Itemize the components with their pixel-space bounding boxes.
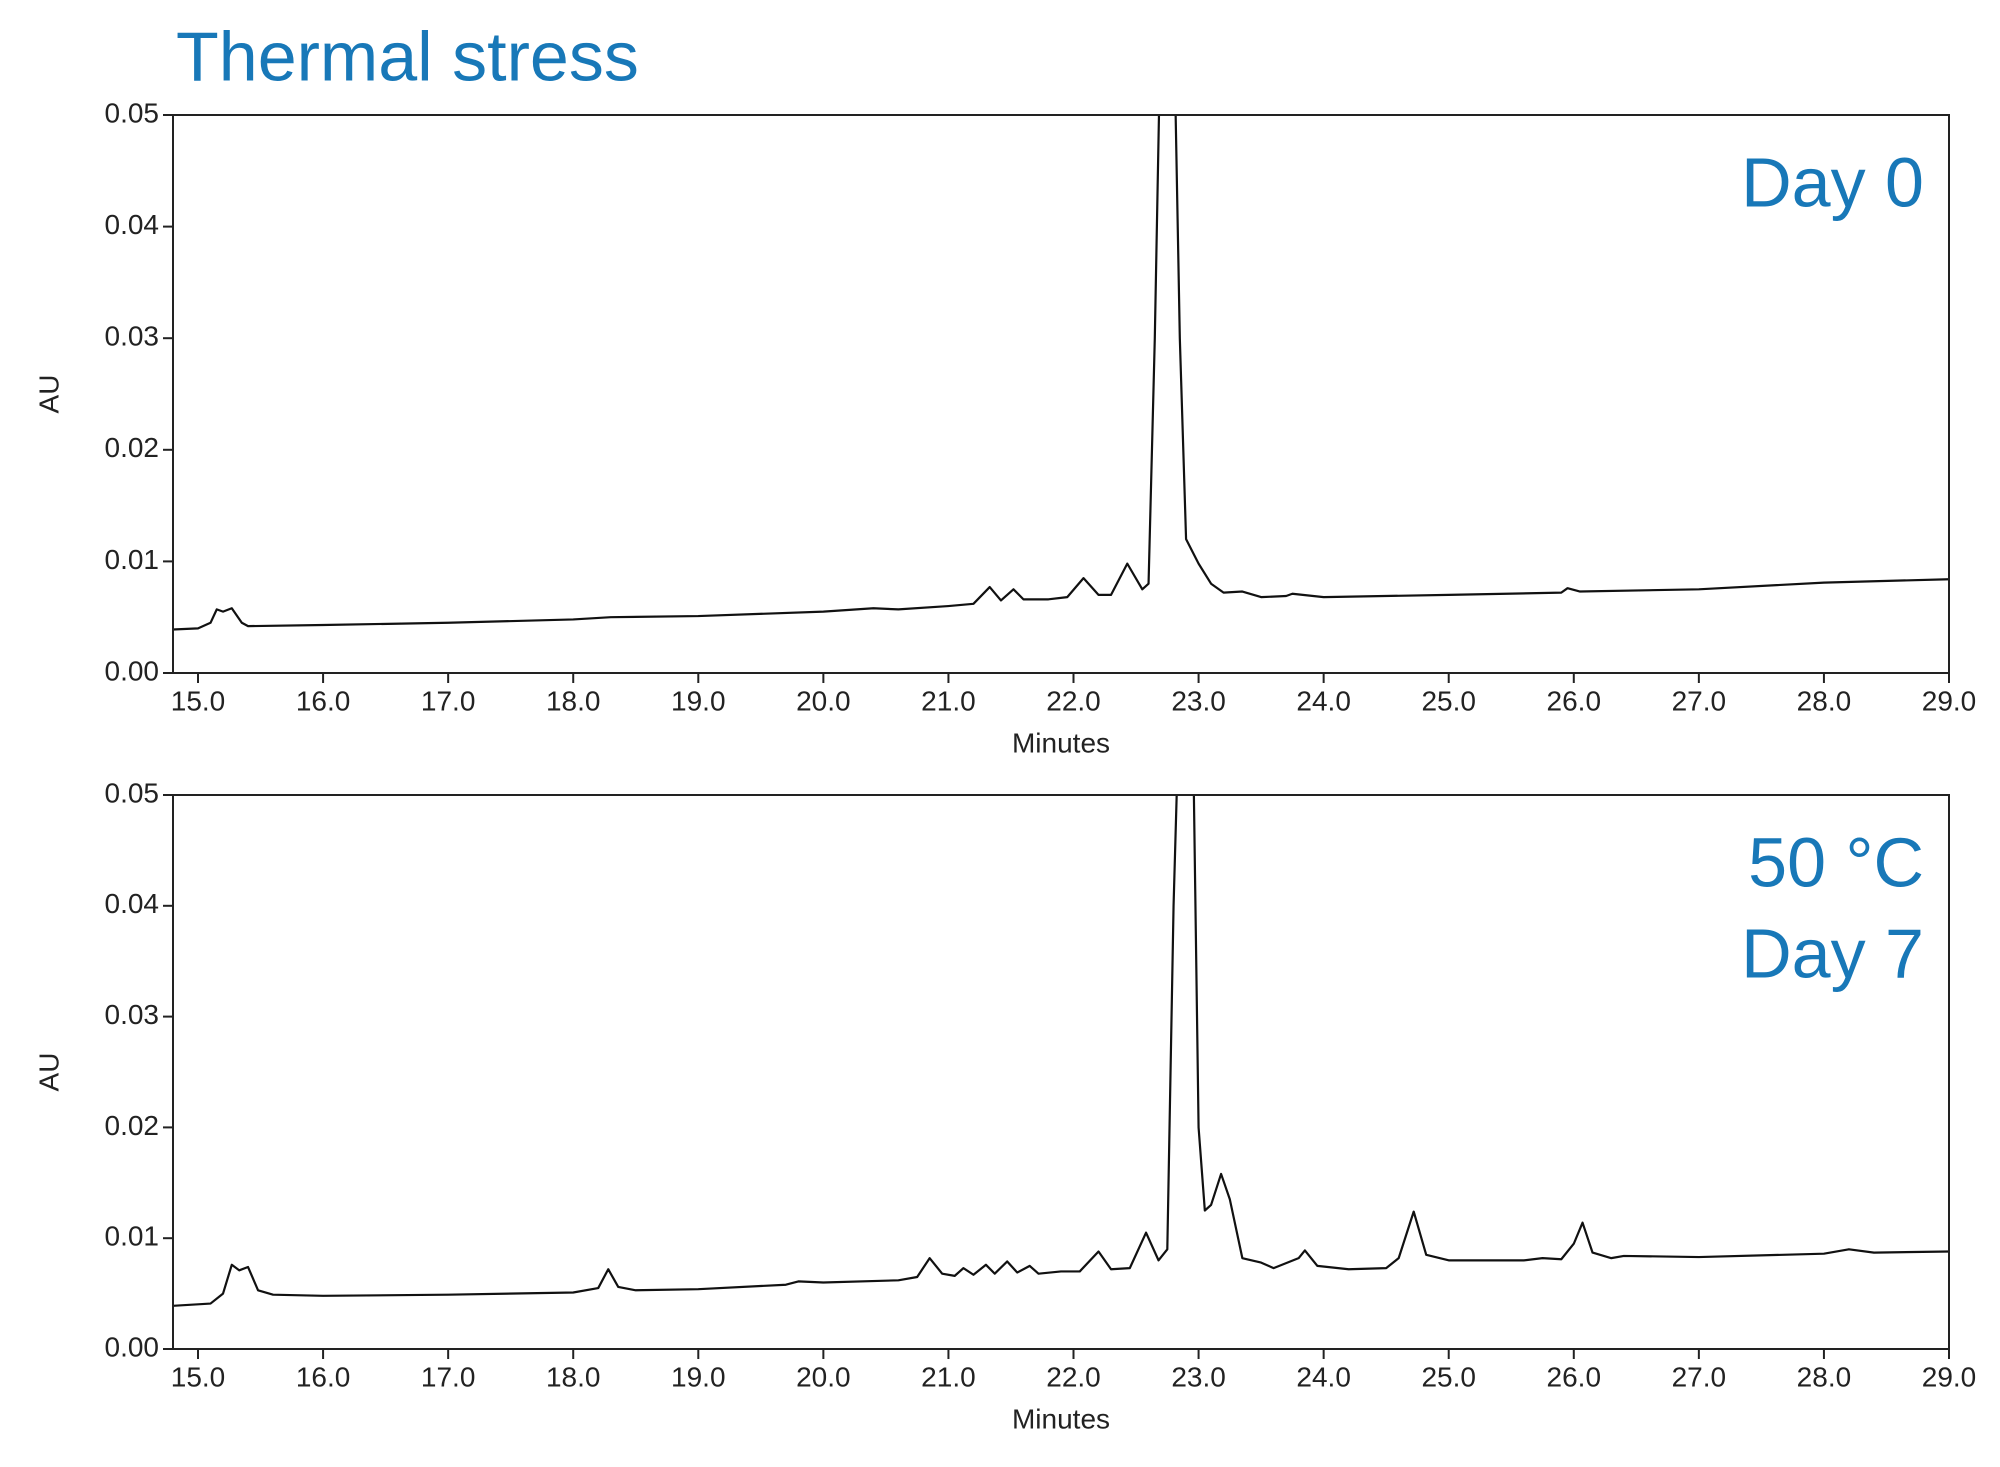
y-axis-label: AU (33, 1053, 64, 1092)
x-axis-label: Minutes (1012, 1403, 1110, 1434)
chromatogram-line (173, 115, 1949, 631)
x-tick-label: 21.0 (921, 1361, 976, 1392)
x-tick-label: 16.0 (296, 685, 351, 716)
y-tick-label: 0.03 (105, 321, 160, 352)
y-axis-label: AU (33, 375, 64, 414)
x-tick-label: 24.0 (1296, 1361, 1351, 1392)
chromatogram-line (173, 795, 1949, 1307)
x-tick-label: 28.0 (1797, 1361, 1852, 1392)
annotation: Day 0 (1741, 143, 1924, 221)
x-tick-label: 22.0 (1046, 1361, 1101, 1392)
plot-frame (172, 794, 1950, 1350)
x-tick-label: 26.0 (1547, 1361, 1602, 1392)
plot-area (173, 115, 1949, 631)
x-tick-label: 19.0 (671, 685, 726, 716)
x-tick-label: 23.0 (1171, 685, 1226, 716)
x-tick-label: 26.0 (1547, 685, 1602, 716)
x-tick-label: 27.0 (1672, 1361, 1727, 1392)
x-tick-label: 21.0 (921, 685, 976, 716)
y-tick-label: 0.00 (105, 655, 160, 686)
x-tick-label: 27.0 (1672, 685, 1727, 716)
y-tick-label: 0.01 (105, 544, 160, 575)
x-tick-label: 25.0 (1421, 685, 1476, 716)
annotation: Day 7 (1741, 914, 1924, 992)
x-tick-label: 19.0 (671, 1361, 726, 1392)
x-tick-label: 18.0 (546, 685, 601, 716)
x-tick-label: 22.0 (1046, 685, 1101, 716)
x-tick-label: 24.0 (1296, 685, 1351, 716)
x-tick-label: 15.0 (171, 1361, 226, 1392)
y-tick-label: 0.05 (105, 777, 160, 808)
x-tick-label: 28.0 (1797, 685, 1852, 716)
y-tick-label: 0.01 (105, 1221, 160, 1252)
x-tick-label: 20.0 (796, 685, 851, 716)
plot-frame (172, 114, 1950, 674)
y-tick-label: 0.04 (105, 888, 160, 919)
x-tick-label: 29.0 (1922, 685, 1977, 716)
x-axis-label: Minutes (1012, 727, 1110, 758)
x-tick-label: 18.0 (546, 1361, 601, 1392)
y-tick-label: 0.00 (105, 1331, 160, 1362)
x-tick-label: 23.0 (1171, 1361, 1226, 1392)
y-tick-label: 0.02 (105, 432, 160, 463)
x-tick-label: 25.0 (1421, 1361, 1476, 1392)
annotation: 50 °C (1748, 823, 1924, 901)
plot-area (173, 795, 1949, 1307)
y-tick-label: 0.03 (105, 999, 160, 1030)
y-tick-label: 0.02 (105, 1110, 160, 1141)
page-title: Thermal stress (176, 17, 639, 95)
x-tick-label: 20.0 (796, 1361, 851, 1392)
x-tick-label: 17.0 (421, 1361, 476, 1392)
y-tick-label: 0.04 (105, 209, 160, 240)
x-tick-label: 16.0 (296, 1361, 351, 1392)
x-tick-label: 17.0 (421, 685, 476, 716)
x-tick-label: 29.0 (1922, 1361, 1977, 1392)
x-tick-label: 15.0 (171, 685, 226, 716)
y-tick-label: 0.05 (105, 97, 160, 128)
